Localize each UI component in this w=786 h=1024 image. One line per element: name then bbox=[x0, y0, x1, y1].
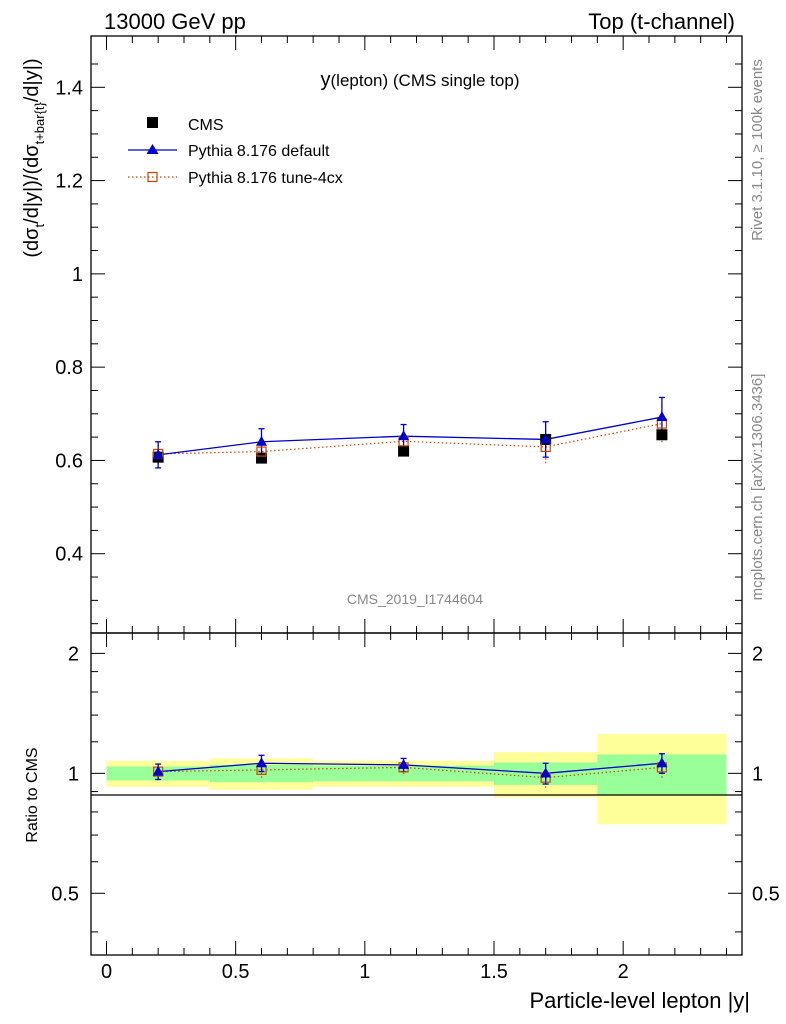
series-default-point bbox=[152, 448, 164, 459]
legend-marker-tune bbox=[147, 171, 158, 183]
series-cms-point bbox=[656, 429, 668, 441]
rivet-version-text: Rivet 3.1.10, ≥ 100k events bbox=[749, 59, 766, 241]
header-left: 13000 GeV pp bbox=[104, 9, 246, 34]
ylabel-part-b: /d|y|)/(dσ bbox=[21, 144, 43, 224]
legend: CMS Pythia 8.176 default Pythia 8.176 tu… bbox=[128, 117, 343, 187]
ylabel-part-c: /d|y|) bbox=[21, 58, 43, 102]
x-tick-label: 1 bbox=[359, 961, 370, 983]
ratio-ylabel: Ratio to CMS bbox=[24, 747, 41, 842]
ratio-default-point bbox=[256, 757, 267, 768]
ratio-ytick-label-left: 2 bbox=[68, 643, 79, 665]
series-default-point bbox=[398, 430, 410, 441]
ratio-ytick-label-right: 0.5 bbox=[752, 883, 780, 905]
header-right: Top (t-channel) bbox=[588, 9, 735, 34]
legend-label-default: Pythia 8.176 default bbox=[188, 143, 330, 160]
main-ytick-label: 0.4 bbox=[55, 544, 83, 566]
main-ytick-label: 0.6 bbox=[55, 450, 83, 472]
main-title-rest: (lepton) (CMS single top) bbox=[331, 71, 520, 90]
series-tune-4cx-point bbox=[256, 446, 267, 457]
ylabel-sub-a: t bbox=[32, 223, 47, 227]
main-ytick-label: 1.2 bbox=[55, 171, 83, 193]
ratio-panel: 0.5 0.5 1 1 2 2 0 0.5 1 1.5 2 Ratio to CMS Particl… bbox=[24, 632, 780, 1013]
x-tick-label: 0 bbox=[101, 961, 112, 983]
legend-marker-default bbox=[146, 144, 159, 154]
series-default-point bbox=[256, 435, 267, 446]
watermark: CMS_2019_I1744604 bbox=[347, 591, 483, 607]
main-ylabel: (dσt/d|y|)/(dσt+bar{t}/d|y|) bbox=[21, 58, 47, 257]
ratio-ytick-label-left: 0.5 bbox=[51, 883, 79, 905]
main-ytick-label: 1.4 bbox=[55, 77, 83, 99]
ratio-ytick-label-right: 2 bbox=[752, 643, 763, 665]
series-tune-4cx-line bbox=[158, 422, 663, 455]
legend-marker-cms bbox=[147, 117, 158, 128]
x-tick-label: 2 bbox=[618, 961, 629, 983]
ratio-default-point bbox=[540, 767, 552, 778]
ratio-ytick-label-left: 1 bbox=[68, 763, 79, 785]
main-title: y(lepton) (CMS single top) bbox=[321, 69, 520, 91]
series-default-point bbox=[540, 433, 552, 444]
x-tick-label: 1.5 bbox=[480, 961, 508, 983]
main-title-y: y bbox=[321, 69, 331, 91]
series-cms-point bbox=[398, 445, 410, 457]
ylabel-part-a: (dσ bbox=[21, 227, 43, 258]
ratio-default-point bbox=[398, 758, 410, 769]
x-axis-label: Particle-level lepton |y| bbox=[529, 988, 750, 1013]
ratio-ytick-label-right: 1 bbox=[752, 763, 763, 785]
x-tick-label: 0.5 bbox=[222, 961, 250, 983]
legend-label-cms: CMS bbox=[188, 117, 224, 134]
ratio-default-point bbox=[152, 765, 164, 776]
legend-label-tune: Pythia 8.176 tune-4cx bbox=[188, 170, 343, 187]
main-ytick-label: 0.8 bbox=[55, 357, 83, 379]
main-ytick-label: 1 bbox=[72, 264, 83, 286]
mcplots-text: mcplots.cern.ch [arXiv:1306.3436] bbox=[749, 374, 766, 601]
main-panel: 0.4 0.6 0.8 1 1.2 1.4 y(lepton) (CMS single t… bbox=[21, 35, 743, 634]
ylabel-sub-b: t+bar{t} bbox=[32, 101, 47, 144]
series-default-point bbox=[656, 411, 668, 422]
series-default-line bbox=[158, 416, 663, 456]
ratio-default-point bbox=[656, 757, 668, 768]
series-cms-point bbox=[256, 452, 267, 464]
